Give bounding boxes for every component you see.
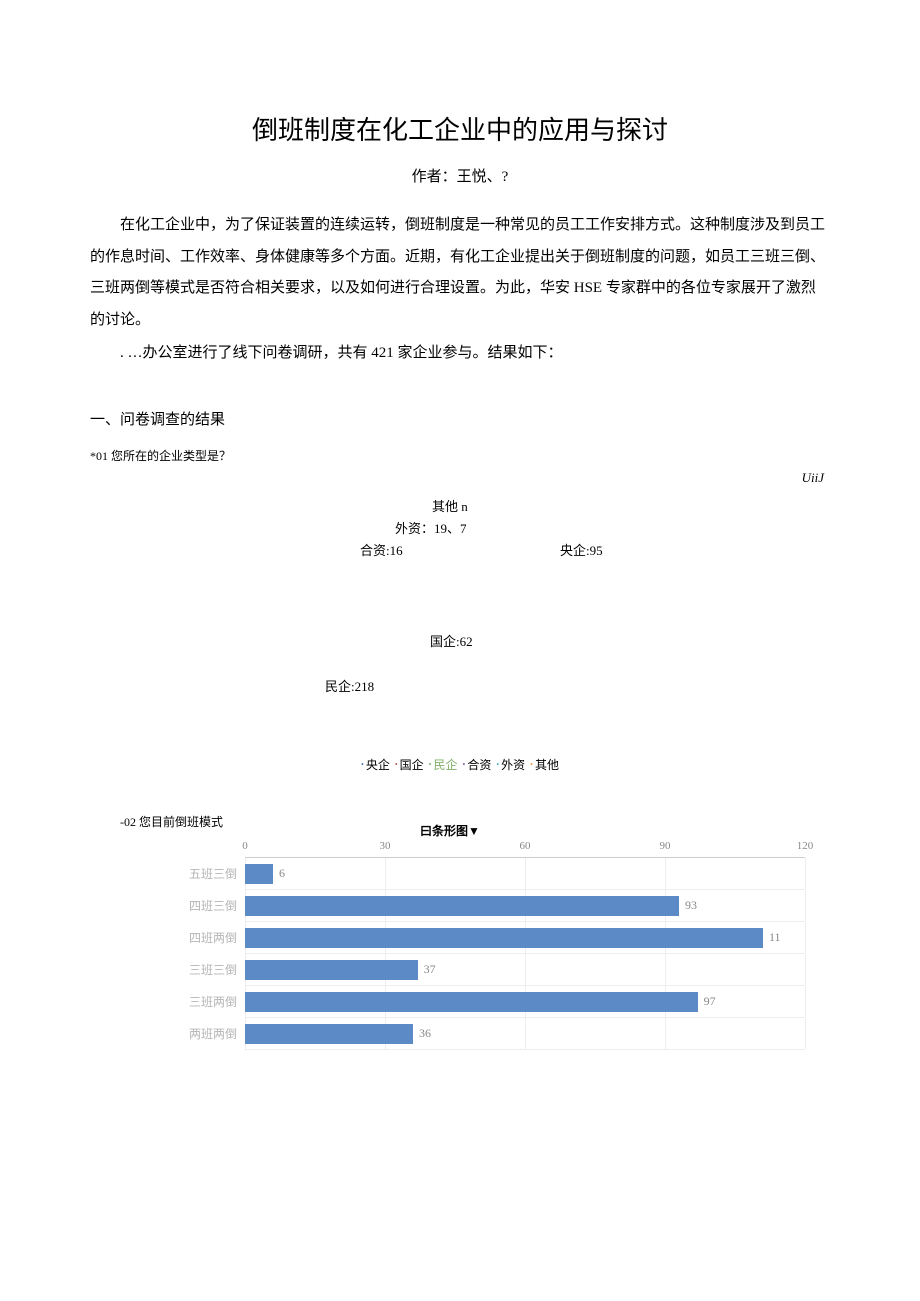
legend-item-4: 外资 xyxy=(501,758,525,772)
x-tick: 120 xyxy=(797,840,814,852)
legend-dot-5: • xyxy=(530,760,533,769)
bar-chart-x-axis: 0306090120 xyxy=(245,840,805,858)
bar-value-label: 36 xyxy=(419,1026,431,1041)
bar-track: 11 xyxy=(245,922,805,954)
gridline xyxy=(385,858,386,889)
legend-dot-0: • xyxy=(361,760,364,769)
pie-label-foreign: 外资：19、7 xyxy=(395,518,467,537)
x-tick: 30 xyxy=(380,840,391,852)
gridline xyxy=(805,1018,806,1049)
bar-row: 四班三倒 93 xyxy=(160,890,810,922)
bar-chart-title: 曰条形图▼ xyxy=(420,822,480,839)
x-tick: 60 xyxy=(520,840,531,852)
bar-track: 36 xyxy=(245,1018,805,1050)
x-tick: 90 xyxy=(660,840,671,852)
bar-value-label: 97 xyxy=(704,994,716,1009)
bar-row: 三班三倒 37 xyxy=(160,954,810,986)
bar-category-label: 三班两倒 xyxy=(160,993,245,1010)
corner-annotation: UiiJ xyxy=(90,470,830,486)
legend-dot-2: • xyxy=(429,760,432,769)
bar-value-label: 11 xyxy=(769,930,781,945)
section-1-heading: 一、问卷调查的结果 xyxy=(90,408,830,429)
bar-category-label: 四班两倒 xyxy=(160,929,245,946)
intro-paragraph-1: 在化工企业中，为了保证装置的连续运转，倒班制度是一种常见的员工工作安排方式。这种… xyxy=(90,210,830,336)
gridline xyxy=(805,954,806,985)
gridline xyxy=(525,858,526,889)
gridline xyxy=(665,1018,666,1049)
gridline xyxy=(525,1018,526,1049)
bar-category-label: 三班三倒 xyxy=(160,961,245,978)
gridline xyxy=(805,986,806,1017)
legend-item-0: 央企 xyxy=(366,758,390,772)
bar xyxy=(245,896,679,916)
legend-item-2: 民企 xyxy=(433,758,457,772)
bar xyxy=(245,992,698,1012)
bar-value-label: 37 xyxy=(424,962,436,977)
gridline xyxy=(525,954,526,985)
bar-value-label: 6 xyxy=(279,866,285,881)
bar-category-label: 五班三倒 xyxy=(160,865,245,882)
gridline xyxy=(665,858,666,889)
bar-track: 97 xyxy=(245,986,805,1018)
pie-label-other: 其他 n xyxy=(432,496,468,515)
pie-label-central: 央企:95 xyxy=(560,540,603,559)
gridline xyxy=(665,954,666,985)
bar-row: 四班两倒 11 xyxy=(160,922,810,954)
question-1-label: *01 您所在的企业类型是？ xyxy=(90,447,830,464)
pie-label-state: 国企:62 xyxy=(430,631,473,650)
document-title: 倒班制度在化工企业中的应用与探讨 xyxy=(90,110,830,147)
legend-dot-1: • xyxy=(395,760,398,769)
legend-dot-4: • xyxy=(496,760,499,769)
intro-paragraph-2: . …办公室进行了线下问卷调研，共有 421 家企业参与。结果如下： xyxy=(90,338,830,370)
gridline xyxy=(805,922,806,953)
bar xyxy=(245,864,273,884)
gridline xyxy=(805,890,806,921)
bar-value-label: 93 xyxy=(685,898,697,913)
pie-label-joint: 合资:16 xyxy=(360,540,403,559)
bar-row: 两班两倒 36 xyxy=(160,1018,810,1050)
bar-chart: 曰条形图▼ 0306090120 五班三倒6四班三倒93四班两倒11三班三倒37… xyxy=(160,840,810,1050)
bar xyxy=(245,960,418,980)
pie-legend: •央企 •国企 •民企 •合资 •外资 •其他 xyxy=(90,756,830,773)
bar-row: 三班两倒 97 xyxy=(160,986,810,1018)
legend-item-1: 国企 xyxy=(400,758,424,772)
bar-category-label: 四班三倒 xyxy=(160,897,245,914)
legend-item-3: 合资 xyxy=(467,758,491,772)
bar-row: 五班三倒 6 xyxy=(160,858,810,890)
pie-chart-region: 其他 n 外资：19、7 合资:16 央企:95 国企:62 民企:218 xyxy=(90,496,830,756)
pie-label-private: 民企:218 xyxy=(325,676,374,695)
bar xyxy=(245,928,763,948)
x-tick: 0 xyxy=(242,840,248,852)
legend-item-5: 其他 xyxy=(535,758,559,772)
bar-track: 93 xyxy=(245,890,805,922)
bar xyxy=(245,1024,413,1044)
bar-track: 37 xyxy=(245,954,805,986)
gridline xyxy=(805,858,806,889)
author-line: 作者：王悦、? xyxy=(90,165,830,186)
bar-track: 6 xyxy=(245,858,805,890)
bar-category-label: 两班两倒 xyxy=(160,1025,245,1042)
legend-dot-3: • xyxy=(463,760,466,769)
